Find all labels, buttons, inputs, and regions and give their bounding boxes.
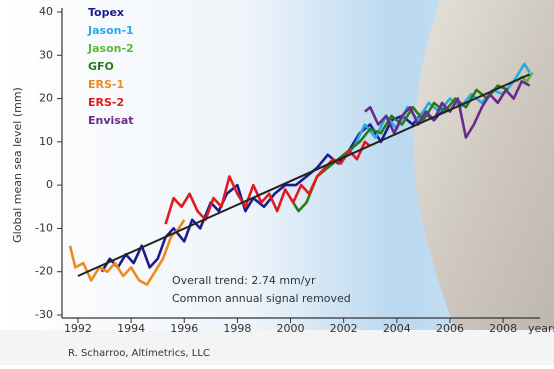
legend-entry: Jason-1 (87, 24, 134, 37)
legend-entry: Jason-2 (87, 42, 134, 55)
annotation: Common annual signal removed (172, 292, 351, 305)
legend-entry: GFO (88, 60, 114, 73)
chart: Global mean sea level (mm) years Overall… (0, 0, 554, 365)
y-tick-label: 20 (39, 92, 53, 105)
legend-entry: ERS-2 (88, 96, 124, 109)
x-tick-label: 1992 (64, 322, 92, 335)
y-tick-label: 10 (39, 135, 53, 148)
x-tick-label: 2008 (489, 322, 517, 335)
x-tick-label: 1998 (223, 322, 251, 335)
y-tick-label: -20 (35, 265, 53, 278)
annotation: Overall trend: 2.74 mm/yr (172, 274, 316, 287)
legend-entry: Envisat (88, 114, 134, 127)
y-tick-label: -30 (35, 308, 53, 321)
x-tick-label: 2004 (383, 322, 411, 335)
y-tick-label: 40 (39, 5, 53, 18)
x-tick-label: 1994 (117, 322, 145, 335)
x-tick-label: 1996 (170, 322, 198, 335)
legend-entry: Topex (88, 6, 124, 19)
y-tick-label: -10 (35, 221, 53, 234)
legend-entry: ERS-1 (88, 78, 124, 91)
y-axis-label: Global mean sea level (mm) (11, 87, 24, 243)
x-tick-label: 2006 (436, 322, 464, 335)
credit: R. Scharroo, Altimetrics, LLC (68, 348, 210, 359)
y-tick-label: 0 (46, 178, 53, 191)
x-axis-label: years (528, 322, 554, 335)
y-tick-label: 30 (39, 48, 53, 61)
x-tick-label: 2000 (277, 322, 305, 335)
x-tick-label: 2002 (330, 322, 358, 335)
